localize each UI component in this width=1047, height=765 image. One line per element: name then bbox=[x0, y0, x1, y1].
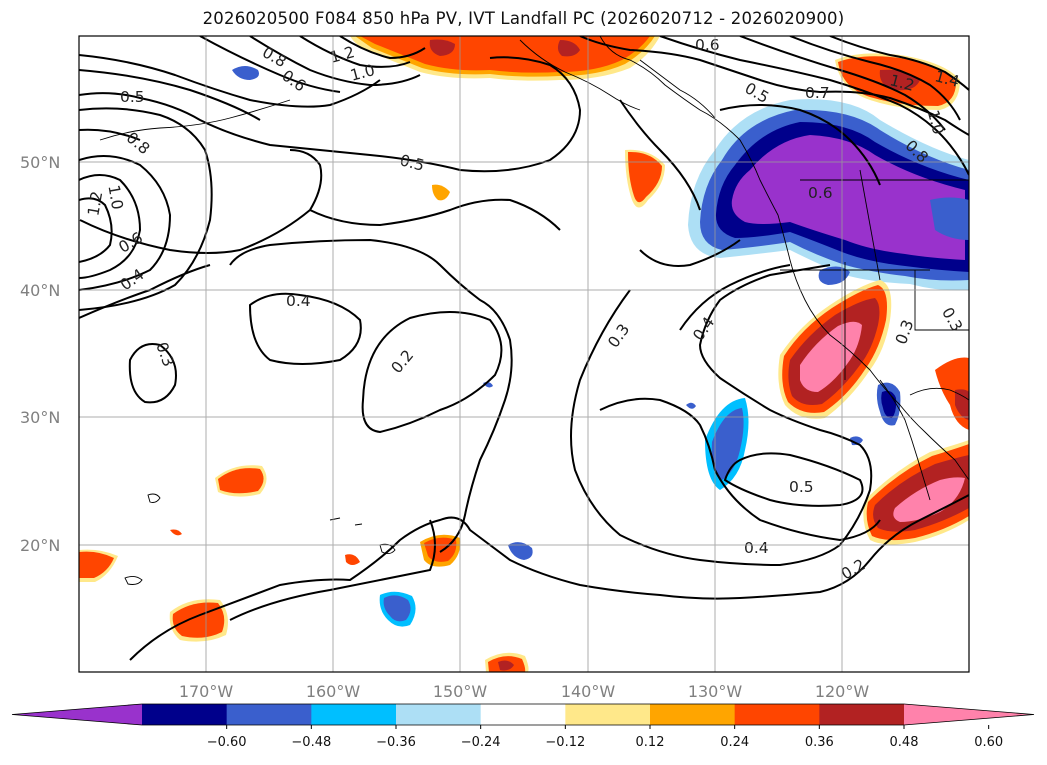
contour-label-10: 1.0 bbox=[104, 184, 126, 211]
colorbar: −0.60 −0.48 −0.36 −0.24 −0.12 0.12 0.24 0.36 0.4… bbox=[11, 703, 1035, 750]
colorbar-outline bbox=[11, 703, 1035, 726]
colorbar-swatch bbox=[565, 704, 651, 725]
lon-label: 130°W bbox=[688, 682, 743, 701]
contour-label-07: 0.7 bbox=[805, 84, 830, 102]
contour-label-14: 1.4 bbox=[933, 67, 961, 91]
contour-label-12: 1.2 bbox=[888, 71, 916, 95]
colorbar-swatch bbox=[396, 704, 482, 725]
latitude-labels: 50°N 40°N 30°N 20°N bbox=[20, 153, 60, 555]
contour-label-04: 0.4 bbox=[286, 292, 311, 310]
colorbar-tick-label: −0.48 bbox=[291, 735, 331, 750]
longitude-labels: 170°W 160°W 150°W 140°W 130°W 120°W bbox=[179, 682, 870, 701]
colorbar-tick-label: −0.60 bbox=[207, 735, 247, 750]
lat-label: 30°N bbox=[20, 408, 60, 427]
colorbar-tick-label: 0.48 bbox=[890, 735, 919, 750]
colorbar-extension-low bbox=[12, 704, 142, 725]
lat-label: 50°N bbox=[20, 153, 60, 172]
contour-label-06: 0.6 bbox=[808, 184, 833, 202]
gridlines bbox=[79, 36, 969, 672]
colorbar-tick-label: −0.24 bbox=[461, 735, 501, 750]
colorbar-tick-label: 0.60 bbox=[974, 735, 1003, 750]
contour-label-05: 0.5 bbox=[120, 88, 145, 106]
contour-label-12: 1.2 bbox=[328, 43, 356, 67]
contour-label-05: 0.5 bbox=[789, 478, 814, 496]
colorbar-swatch bbox=[734, 704, 820, 725]
colorbar-tick-label: −0.36 bbox=[376, 735, 416, 750]
contour-label-12: 1.2 bbox=[84, 190, 106, 217]
contour-label-10: 1.0 bbox=[348, 61, 376, 85]
lon-label: 150°W bbox=[433, 682, 488, 701]
lat-label: 40°N bbox=[20, 281, 60, 300]
colorbar-swatch bbox=[819, 704, 905, 725]
map-title: 2026020500 F084 850 hPa PV, IVT Landfall… bbox=[202, 9, 845, 28]
positive-anomaly-shading bbox=[79, 36, 969, 672]
colorbar-tick-label: 0.24 bbox=[720, 735, 749, 750]
colorbar-extension-high bbox=[904, 704, 1034, 725]
colorbar-swatch bbox=[142, 704, 228, 725]
colorbar-swatch bbox=[311, 704, 397, 725]
lon-label: 170°W bbox=[179, 682, 234, 701]
lon-label: 160°W bbox=[306, 682, 361, 701]
colorbar-swatch bbox=[650, 704, 736, 725]
lon-label: 140°W bbox=[561, 682, 616, 701]
colorbar-tick-label: 0.36 bbox=[805, 735, 834, 750]
negative-anomaly-shading bbox=[232, 66, 969, 627]
contour-label-04: 0.4 bbox=[744, 539, 769, 557]
colorbar-tick-label: 0.12 bbox=[636, 735, 665, 750]
colorbar-swatch bbox=[480, 704, 566, 725]
map-frame bbox=[78, 35, 970, 673]
lon-label: 120°W bbox=[815, 682, 870, 701]
contour-label-05: 0.5 bbox=[398, 151, 426, 175]
pv-contours bbox=[79, 36, 969, 661]
colorbar-swatch bbox=[226, 704, 312, 725]
lat-label: 20°N bbox=[20, 536, 60, 555]
contour-label-10: 1.0 bbox=[924, 108, 948, 136]
contour-label-06: 0.6 bbox=[695, 36, 720, 54]
coastlines bbox=[99, 36, 969, 585]
colorbar-tick-label: −0.12 bbox=[545, 735, 585, 750]
